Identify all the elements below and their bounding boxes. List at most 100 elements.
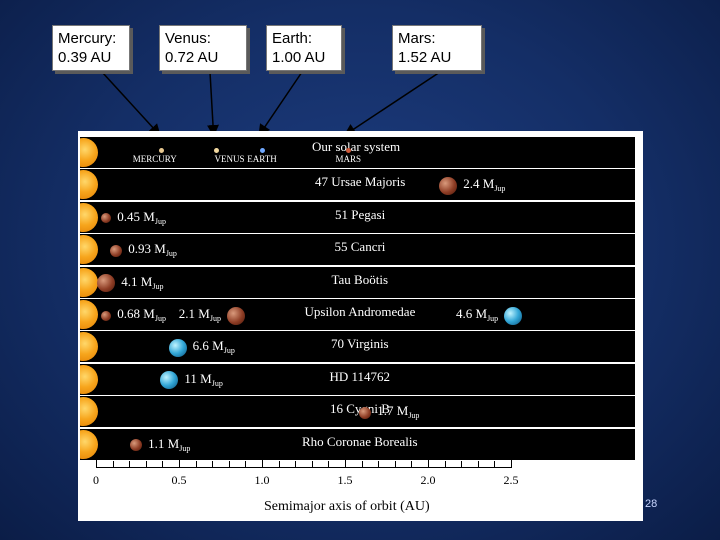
star-icon: [80, 300, 98, 329]
system-name: 70 Virginis: [331, 336, 389, 352]
axis-minor-tick: [394, 461, 396, 467]
planet-mass-label: 0.45 MJup: [117, 208, 166, 226]
axis-tick-label: 0: [93, 473, 99, 487]
row-system: 47 Ursae Majoris 2.4 MJup: [80, 169, 635, 201]
axis-minor-tick: [378, 461, 380, 467]
exoplanet: [359, 406, 372, 419]
system-name: Tau Boötis: [331, 271, 389, 287]
planet-mass-label: 4.6 MJup: [456, 306, 499, 323]
star-icon: [80, 429, 98, 459]
axis-minor-tick: [129, 461, 131, 467]
star-icon: [80, 170, 98, 200]
axis-minor-tick: [477, 461, 479, 467]
orbit-diagram-panel: Our solar system MERCURY VENUS EARTH MARS 47 …: [78, 131, 643, 521]
axis-title: Semimajor axis of orbit (AU): [264, 499, 430, 514]
star-icon: [80, 364, 98, 394]
exoplanet: [101, 310, 112, 321]
axis-minor-tick: [494, 461, 496, 467]
exoplanet: [226, 306, 245, 325]
axis-minor-tick: [195, 461, 197, 467]
planet-dot: [213, 148, 219, 153]
planet-name: MERCURY: [132, 154, 177, 164]
callout-mercury: Mercury: 0.39 AU: [52, 25, 130, 71]
planet-name: VENUS: [214, 154, 245, 164]
axis-minor-tick: [444, 461, 446, 467]
callout-arrow: [258, 71, 303, 137]
planet-mass-label: 1.1 MJup: [148, 435, 191, 453]
star-icon: [80, 202, 98, 232]
system-name: 51 Pegasi: [335, 206, 386, 222]
planet-dot: [260, 148, 265, 153]
exoplanet: [97, 274, 116, 293]
callout-arrow: [101, 71, 161, 137]
planet-dot: [346, 148, 352, 153]
row-our-solar-system: Our solar system MERCURY VENUS EARTH MARS: [80, 137, 635, 168]
star-icon: [80, 138, 98, 167]
system-name: Our solar system: [312, 139, 401, 154]
axis-minor-tick: [295, 461, 297, 467]
planet-name: MARS: [335, 154, 362, 164]
axis-minor-tick: [461, 461, 463, 467]
exoplanet: [168, 338, 187, 357]
row-system: Rho Coronae Borealis 1.1 MJup: [80, 428, 635, 460]
planet-mass-label: 1.7 MJup: [377, 403, 420, 421]
row-system: 51 Pegasi 0.45 MJup: [80, 201, 635, 233]
axis-minor-tick: [411, 461, 413, 467]
axis-tick: [345, 454, 346, 467]
axis-tick: [96, 454, 97, 467]
axis-minor-tick: [361, 461, 363, 467]
axis-tick: [511, 454, 512, 467]
row-system: 70 Virginis 6.6 MJup: [80, 331, 635, 363]
axis-minor-tick: [145, 461, 147, 467]
star-icon: [80, 397, 98, 427]
page-number: 28: [645, 498, 658, 510]
axis-line: [96, 467, 512, 468]
planet-mass-label: 6.6 MJup: [192, 338, 235, 356]
row-system: Tau Boötis 4.1 MJup: [80, 266, 635, 298]
system-name: 47 Ursae Majoris: [315, 174, 406, 190]
planet-mass-label: 0.93 MJup: [128, 241, 177, 259]
row-system: 16 Cygni B1.7 MJup: [80, 396, 635, 428]
axis-minor-tick: [311, 461, 313, 467]
axis-minor-tick: [278, 461, 280, 467]
callout-arrow: [207, 71, 220, 137]
planet-mass-label: 2.4 MJup: [463, 176, 506, 194]
planet-mass-label: 2.1 MJup: [178, 306, 221, 323]
exoplanet: [160, 371, 179, 390]
planet-dot: [158, 148, 164, 153]
exoplanet: [439, 176, 458, 195]
star-icon: [80, 235, 98, 265]
callout-mars: Mars: 1.52 AU: [392, 25, 482, 71]
planet-name: EARTH: [247, 154, 277, 164]
axis-minor-tick: [162, 461, 164, 467]
system-name: HD 114762: [329, 368, 391, 384]
row-system: 55 Cancri 0.93 MJup: [80, 234, 635, 266]
axis-tick: [428, 454, 429, 467]
system-name: 55 Cancri: [334, 239, 386, 255]
exoplanet: [130, 439, 143, 452]
axis-minor-tick: [112, 461, 114, 467]
axis-tick-label: 2.0: [420, 473, 436, 487]
planet-mass-label: 0.68 MJup: [117, 306, 166, 323]
callout-earth: Earth: 1.00 AU: [266, 25, 342, 71]
system-name: Rho Coronae Borealis: [302, 433, 418, 449]
planet-mass-label: 11 MJup: [184, 370, 223, 388]
axis-tick-label: 0.5: [171, 473, 187, 487]
star-icon: [80, 267, 98, 297]
callout-arrow: [343, 71, 441, 136]
axis-minor-tick: [328, 461, 330, 467]
planet-mass-label: 4.1 MJup: [121, 273, 164, 291]
row-system: HD 114762 11 MJup: [80, 363, 635, 395]
axis-tick-label: 1.5: [337, 473, 353, 487]
system-name: Upsilon Andromedae: [304, 304, 416, 319]
row-system: Upsilon Andromedae 0.68 MJup 2.1 MJup 4.6 M…: [80, 299, 635, 330]
exoplanet: [504, 306, 522, 325]
axis-minor-tick: [212, 461, 214, 467]
axis-tick: [262, 454, 263, 467]
axis-tick-label: 1.0: [254, 473, 270, 487]
axis-minor-tick: [245, 461, 247, 467]
axis-minor-tick: [228, 461, 230, 467]
axis-tick: [179, 454, 180, 467]
exoplanet: [110, 244, 123, 257]
